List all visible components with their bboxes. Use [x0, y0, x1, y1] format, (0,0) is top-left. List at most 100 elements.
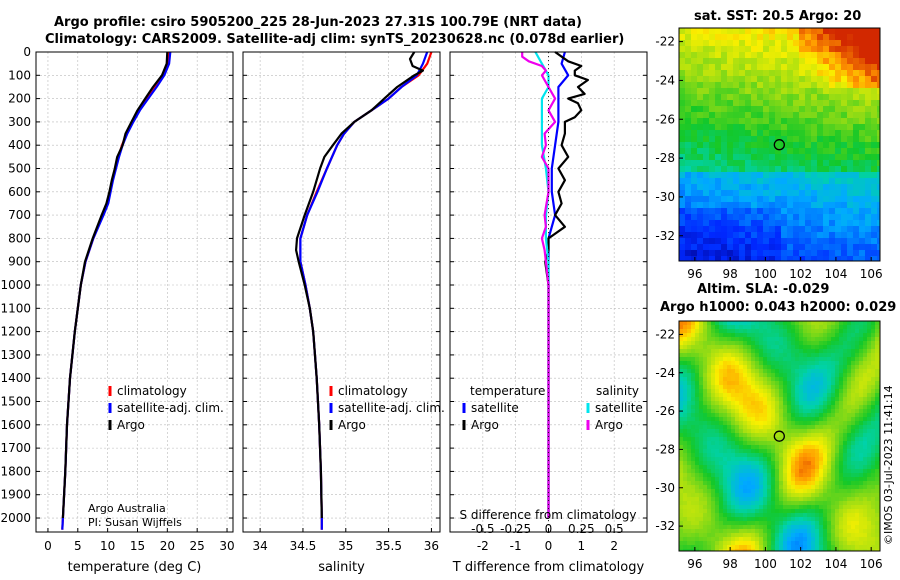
map-cell — [803, 525, 808, 530]
map-cell — [679, 130, 686, 137]
map-cell — [839, 421, 844, 426]
map-cell — [723, 349, 728, 354]
map-cell — [699, 473, 704, 478]
map-cell — [835, 357, 840, 362]
map-cell — [699, 517, 704, 522]
map-cell — [775, 184, 782, 191]
map-cell — [871, 172, 878, 179]
map-cell — [839, 365, 844, 370]
map-cell — [755, 465, 760, 470]
map-cell — [795, 337, 800, 342]
map-cell — [735, 421, 740, 426]
map-cell — [811, 148, 818, 155]
map-cell — [783, 405, 788, 410]
map-cell — [847, 166, 854, 173]
map-cell — [703, 541, 708, 546]
map-cell — [699, 385, 704, 390]
map-cell — [871, 405, 876, 410]
map-cell — [811, 529, 816, 534]
map-cell — [791, 437, 796, 442]
map-cell — [711, 445, 716, 450]
map-cell — [707, 533, 712, 538]
map-cell — [807, 337, 812, 342]
map-cell — [775, 220, 782, 227]
map-cell — [735, 477, 740, 482]
map-cell — [783, 453, 788, 458]
map-cell — [685, 88, 692, 95]
map-cell — [727, 393, 732, 398]
map-cell — [721, 64, 728, 71]
map-cell — [839, 501, 844, 506]
map-cell — [855, 521, 860, 526]
map-cell — [793, 190, 800, 197]
map-cell — [679, 142, 686, 149]
map-cell — [743, 349, 748, 354]
map-cell — [867, 525, 872, 530]
map-cell — [769, 190, 776, 197]
map-cell — [791, 369, 796, 374]
map-cell — [819, 421, 824, 426]
map-cell — [787, 40, 794, 47]
map-cell — [723, 329, 728, 334]
map-cell — [755, 529, 760, 534]
map-cell — [751, 106, 758, 113]
map-cell — [847, 214, 854, 221]
map-cell — [739, 373, 744, 378]
map-cell — [811, 465, 816, 470]
map-cell — [859, 178, 866, 185]
map-cell — [793, 58, 800, 65]
map-cell — [841, 178, 848, 185]
map-cell — [757, 244, 764, 251]
map-cell — [815, 497, 820, 502]
map-cell — [829, 166, 836, 173]
map-cell — [687, 361, 692, 366]
map-cell — [799, 477, 804, 482]
map-cell — [703, 457, 708, 462]
map-cell — [679, 196, 686, 203]
map-cell — [827, 441, 832, 446]
map-cell — [757, 28, 764, 35]
map-cell — [679, 349, 684, 354]
map-y-tick-label: -22 — [655, 327, 675, 341]
map-cell — [795, 493, 800, 498]
map-cell — [847, 549, 852, 551]
map-cell — [731, 477, 736, 482]
map-cell — [853, 226, 860, 233]
map-cell — [679, 489, 684, 494]
map-cell — [877, 184, 880, 191]
map-cell — [815, 421, 820, 426]
map-cell — [683, 409, 688, 414]
map-cell — [735, 349, 740, 354]
map-cell — [841, 214, 848, 221]
map-cell — [815, 457, 820, 462]
map-cell — [781, 214, 788, 221]
map-cell — [795, 369, 800, 374]
map-cell — [779, 477, 784, 482]
map-cell — [759, 493, 764, 498]
map-cell — [771, 385, 776, 390]
map-cell — [793, 208, 800, 215]
map-cell — [859, 505, 864, 510]
map-cell — [735, 457, 740, 462]
map-cell — [803, 385, 808, 390]
map-cell — [831, 477, 836, 482]
map-cell — [855, 489, 860, 494]
map-cell — [763, 441, 768, 446]
map-cell — [747, 365, 752, 370]
map-cell — [695, 457, 700, 462]
map-cell — [871, 413, 876, 418]
map-cell — [787, 497, 792, 502]
map-cell — [699, 445, 704, 450]
map-cell — [721, 46, 728, 53]
map-cell — [691, 497, 696, 502]
map-cell — [859, 202, 866, 209]
map-cell — [811, 329, 816, 334]
map-cell — [867, 337, 872, 342]
map-cell — [719, 433, 724, 438]
map-cell — [769, 226, 776, 233]
map-cell — [871, 417, 876, 422]
map-cell — [727, 541, 732, 546]
map-cell — [835, 369, 840, 374]
map-cell — [847, 220, 854, 227]
map-cell — [811, 40, 818, 47]
